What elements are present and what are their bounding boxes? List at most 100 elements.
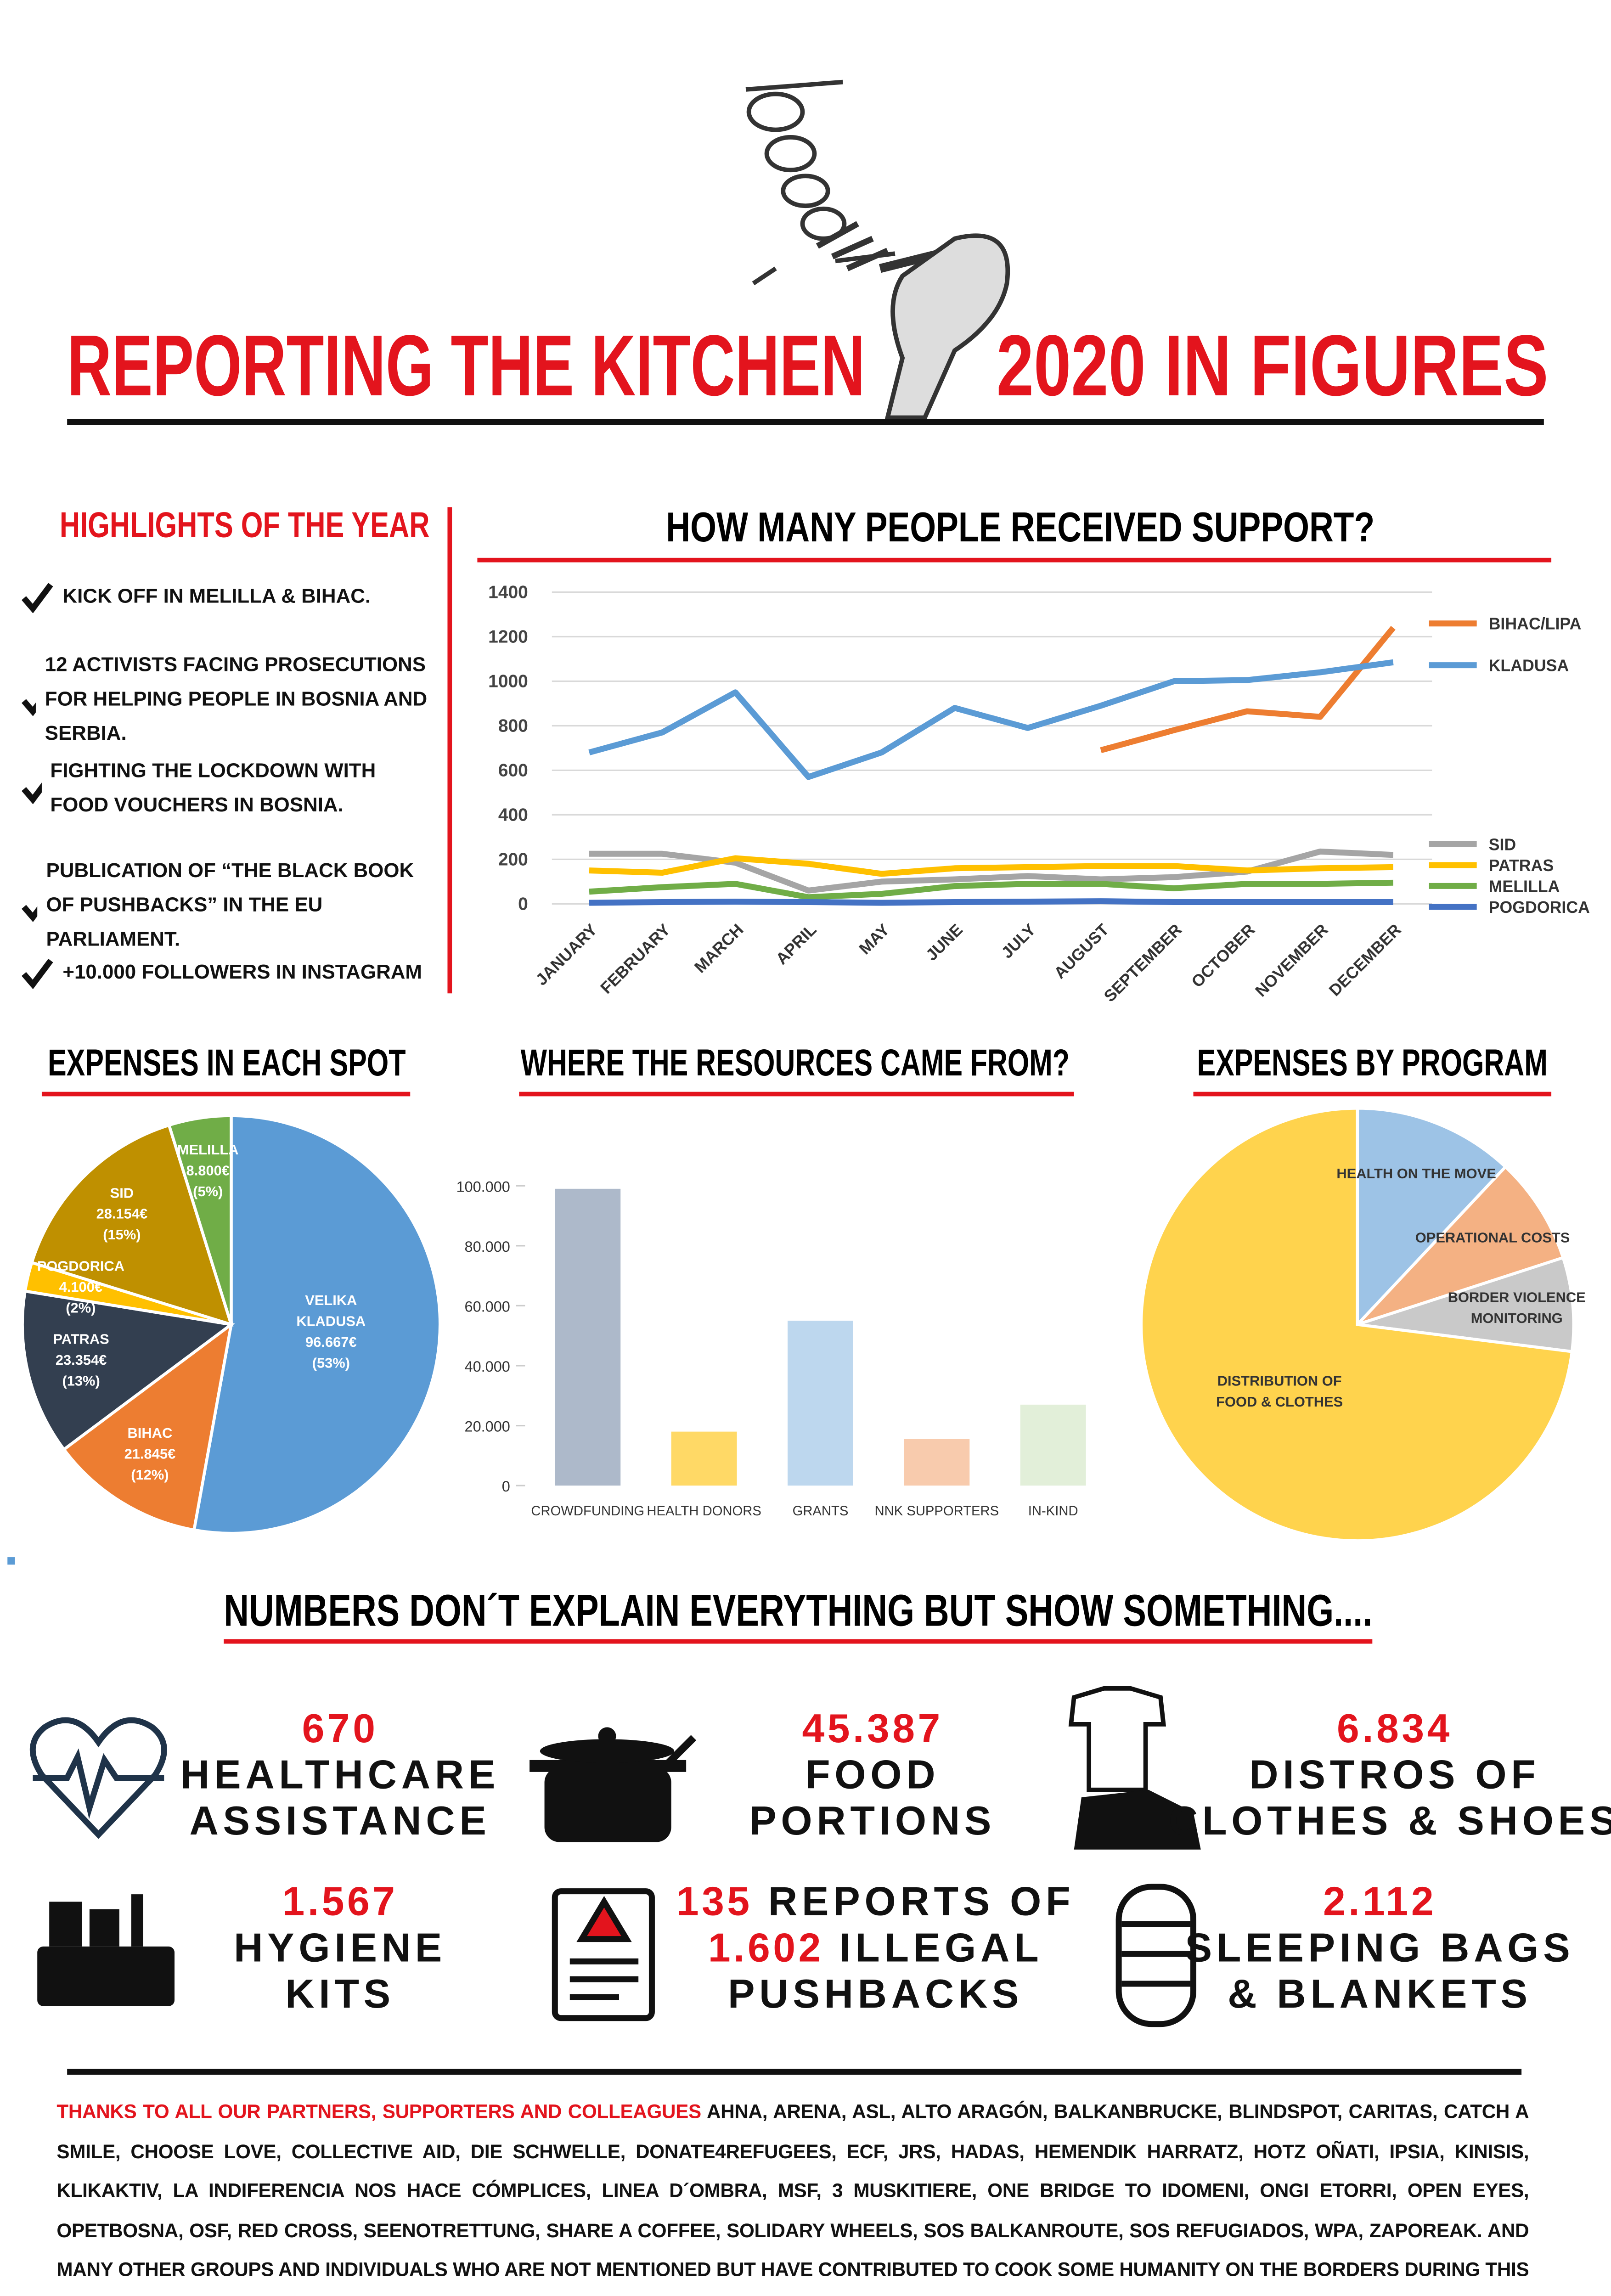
stat-label: HYGIENE bbox=[234, 1925, 447, 1970]
slice-label: VELIKA KLADUSA 96.667€ (53%) bbox=[271, 1292, 391, 1375]
bar bbox=[788, 1321, 853, 1486]
title-underline bbox=[519, 1092, 1074, 1097]
slice-percent: (2%) bbox=[66, 1301, 96, 1317]
slice-percent: (53%) bbox=[312, 1356, 350, 1373]
stat-number: 2.112 bbox=[1323, 1879, 1437, 1925]
x-tick-label: AUGUST bbox=[1050, 920, 1112, 982]
pie-slice bbox=[167, 1114, 233, 1325]
check-icon bbox=[22, 582, 53, 613]
stat-number: 135 bbox=[676, 1879, 753, 1925]
title-right: 2020 IN FIGURES bbox=[997, 317, 1549, 414]
stat-label: DISTROS OF bbox=[1249, 1752, 1540, 1798]
slice-name: SID bbox=[110, 1185, 134, 1202]
x-tick-label: APRIL bbox=[772, 920, 820, 968]
x-tick-label: MARCH bbox=[691, 920, 747, 976]
highlights-title: HIGHLIGHTS OF THE YEAR bbox=[60, 504, 430, 545]
highlights-divider bbox=[447, 507, 452, 994]
stat-label: HEALTHCARE bbox=[180, 1752, 500, 1798]
stat-number: 1.602 bbox=[708, 1925, 824, 1970]
slice-name: DISTRIBUTION OF FOOD & CLOTHES bbox=[1216, 1373, 1343, 1411]
hygiene-icon bbox=[37, 1894, 175, 2006]
stat-number: 1.567 bbox=[282, 1879, 398, 1925]
stat-label: PUSHBACKS bbox=[728, 1972, 1024, 2017]
x-tick-label: SEPTEMBER bbox=[1100, 920, 1186, 1006]
bar bbox=[671, 1431, 737, 1486]
title-left: REPORTING THE KITCHEN bbox=[67, 317, 865, 414]
highlight-item: KICK OFF IN MELILLA & BIHAC. bbox=[21, 579, 438, 613]
highlight-text: FIGHTING THE LOCKDOWN WITH FOOD VOUCHERS… bbox=[50, 759, 376, 816]
y-tick-label: 1400 bbox=[488, 583, 528, 602]
pie-slice bbox=[1357, 1255, 1575, 1354]
pie-slice bbox=[1356, 1165, 1565, 1326]
highlight-item: FIGHTING THE LOCKDOWN WITH FOOD VOUCHERS… bbox=[21, 753, 438, 822]
stray-mark bbox=[7, 1557, 15, 1565]
slice-label: BIHAC 21.845€ (12%) bbox=[90, 1424, 209, 1487]
highlight-item: +10.000 FOLLOWERS IN INSTAGRAM bbox=[21, 955, 438, 989]
stat-label: FOOD bbox=[805, 1752, 940, 1798]
check-icon bbox=[22, 698, 36, 715]
y-tick-label: 100.000 bbox=[456, 1178, 510, 1195]
y-tick-label: 600 bbox=[498, 760, 528, 780]
highlight-text: 12 ACTIVISTS FACING PROSECUTIONS FOR HEL… bbox=[45, 653, 428, 744]
stat-label: PORTIONS bbox=[749, 1799, 996, 1844]
x-tick-label: NOVEMBER bbox=[1252, 920, 1332, 1000]
slice-label: BORDER VIOLENCE MONITORING bbox=[1435, 1289, 1599, 1330]
stat: 6.834 DISTROS OF CLOTHES & SHOES bbox=[1169, 1706, 1611, 1845]
chart-title: EXPENSES IN EACH SPOT bbox=[48, 1042, 406, 1084]
highlight-text: +10.000 FOLLOWERS IN INSTAGRAM bbox=[62, 960, 422, 983]
slice-label: MELILLA 8.800€ (5%) bbox=[148, 1140, 268, 1203]
chart-title: WHERE THE RESOURCES CAME FROM? bbox=[521, 1042, 1070, 1084]
title-underline bbox=[41, 1092, 411, 1097]
slice-name: BIHAC bbox=[127, 1426, 173, 1443]
footer-rule bbox=[67, 2069, 1522, 2075]
thanks-lead: THANKS TO ALL OUR PARTNERS, SUPPORTERS A… bbox=[56, 2100, 701, 2123]
stat: 1.567 HYGIENE KITS bbox=[234, 1880, 446, 2018]
stat-label: REPORTS OF bbox=[768, 1879, 1075, 1925]
pie-slice bbox=[192, 1114, 442, 1535]
y-tick-label: 20.000 bbox=[465, 1418, 510, 1435]
check bbox=[22, 958, 53, 988]
slice-label: HEALTH ON THE MOVE bbox=[1334, 1165, 1498, 1186]
legend-label: BIHAC/LIPA bbox=[1489, 615, 1582, 633]
numbers-title: NUMBERS DON´T EXPLAIN EVERYTHING BUT SHO… bbox=[224, 1585, 1372, 1635]
check-icon bbox=[22, 904, 38, 921]
slice-label: DISTRIBUTION OF FOOD & CLOTHES bbox=[1198, 1372, 1362, 1414]
chart-title: EXPENSES BY PROGRAM bbox=[1197, 1042, 1548, 1084]
x-tick-label: FEBRUARY bbox=[597, 920, 674, 997]
x-tick-label: MAY bbox=[856, 920, 893, 958]
slice-name: BORDER VIOLENCE MONITORING bbox=[1448, 1290, 1586, 1328]
stat-number: 6.834 bbox=[1337, 1706, 1453, 1751]
x-tick-label: JANUARY bbox=[532, 920, 601, 989]
slice-value: 23.354€ bbox=[55, 1352, 107, 1369]
line-series bbox=[588, 659, 1394, 780]
pie-slice bbox=[1139, 1107, 1574, 1542]
x-tick-label: IN-KIND bbox=[1028, 1504, 1078, 1519]
line-series bbox=[1100, 625, 1396, 754]
x-tick-label: OCTOBER bbox=[1188, 920, 1258, 991]
slice-name: MELILLA bbox=[177, 1142, 239, 1159]
slice-percent: (13%) bbox=[62, 1373, 100, 1390]
heart-icon bbox=[29, 1717, 167, 1839]
fist-illustration bbox=[745, 79, 1010, 420]
stat: 135 REPORTS OF 1.602 ILLEGAL PUSHBACKS bbox=[676, 1880, 1075, 2018]
stat-label: KITS bbox=[285, 1972, 395, 2017]
x-tick-label: JUNE bbox=[922, 920, 966, 964]
stat-number: 670 bbox=[302, 1706, 378, 1751]
stat: 670 HEALTHCARE ASSISTANCE bbox=[180, 1706, 500, 1845]
bar bbox=[555, 1188, 621, 1486]
slice-value: 8.800€ bbox=[186, 1163, 230, 1179]
slice-label: POGDORICA 4.100€ (2%) bbox=[21, 1258, 141, 1320]
slice-percent: (12%) bbox=[131, 1468, 169, 1485]
slice-name: HEALTH ON THE MOVE bbox=[1336, 1166, 1496, 1183]
thanks-body: AHNA, ARENA, ASL, ALTO ARAGÓN, BALKANBRU… bbox=[56, 2100, 1529, 2281]
pie-slice bbox=[30, 1123, 234, 1327]
legend-label: MELILLA bbox=[1489, 877, 1560, 895]
highlight-item: 12 ACTIVISTS FACING PROSECUTIONS FOR HEL… bbox=[21, 647, 438, 750]
bar bbox=[904, 1439, 970, 1486]
line-series bbox=[589, 855, 1393, 877]
bar bbox=[1020, 1404, 1086, 1486]
highlight-text: PUBLICATION OF “THE BLACK BOOK OF PUSHBA… bbox=[46, 859, 414, 951]
legend-label: POGDORICA bbox=[1489, 898, 1590, 917]
